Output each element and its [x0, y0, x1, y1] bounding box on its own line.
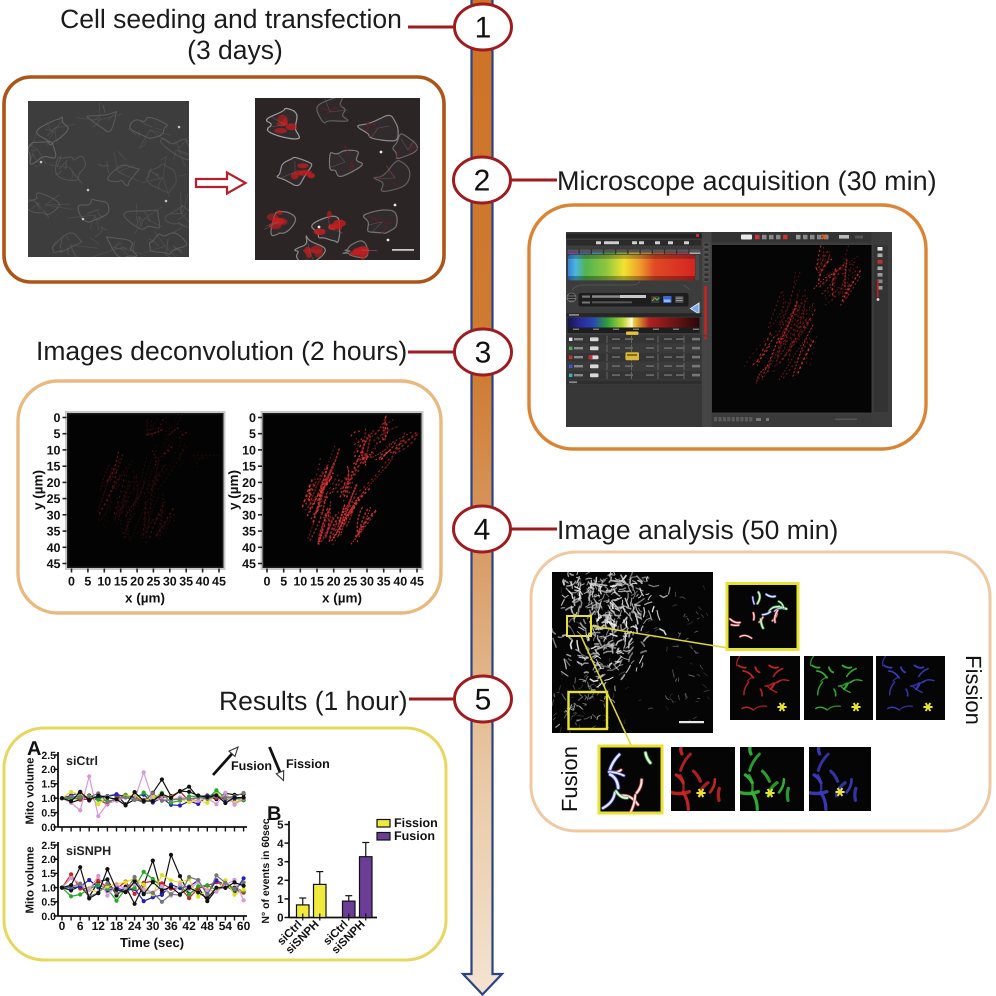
svg-text:N° of events in 60sec: N° of events in 60sec	[260, 818, 272, 923]
svg-text:1.5: 1.5	[41, 868, 56, 880]
svg-text:1: 1	[475, 12, 492, 45]
svg-text:30: 30	[146, 919, 160, 933]
svg-text:siCtrl: siCtrl	[66, 754, 98, 768]
svg-text:Time (sec): Time (sec)	[120, 935, 184, 950]
svg-text:2: 2	[277, 876, 283, 888]
svg-text:10: 10	[47, 443, 61, 457]
svg-text:35: 35	[242, 525, 256, 539]
svg-text:30: 30	[163, 575, 177, 589]
svg-text:Images deconvolution (2 hours): Images deconvolution (2 hours)	[36, 336, 407, 366]
svg-text:2.0: 2.0	[41, 764, 56, 776]
svg-text:y (µm): y (µm)	[31, 470, 46, 510]
svg-text:25: 25	[242, 492, 256, 506]
svg-text:0.5: 0.5	[41, 807, 56, 819]
svg-text:Cell seeding and transfection: Cell seeding and transfection	[60, 4, 402, 34]
svg-text:35: 35	[377, 575, 391, 589]
svg-text:10: 10	[293, 575, 307, 589]
svg-text:45: 45	[47, 557, 61, 571]
svg-text:5: 5	[280, 575, 287, 589]
svg-text:18: 18	[110, 919, 124, 933]
svg-text:Microscope acquisition (30 min: Microscope acquisition (30 min)	[557, 166, 937, 196]
svg-text:0: 0	[277, 913, 283, 925]
svg-text:0: 0	[249, 411, 256, 425]
svg-text:24: 24	[128, 919, 142, 933]
svg-text:30: 30	[242, 508, 256, 522]
svg-text:48: 48	[201, 919, 215, 933]
svg-text:x (µm): x (µm)	[322, 591, 362, 606]
svg-text:45: 45	[410, 575, 424, 589]
svg-text:42: 42	[182, 919, 196, 933]
svg-text:5: 5	[84, 575, 91, 589]
svg-text:12: 12	[92, 919, 106, 933]
svg-text:Mito volume: Mito volume	[25, 846, 37, 913]
svg-text:35: 35	[179, 575, 193, 589]
svg-text:15: 15	[114, 575, 128, 589]
svg-text:6: 6	[77, 919, 84, 933]
svg-text:4: 4	[474, 514, 491, 547]
svg-text:2: 2	[474, 165, 491, 198]
svg-text:5: 5	[54, 427, 61, 441]
svg-text:25: 25	[47, 492, 61, 506]
svg-text:Mito volume: Mito volume	[25, 757, 37, 824]
svg-text:2.5: 2.5	[41, 840, 56, 852]
svg-text:2.0: 2.0	[41, 854, 56, 866]
svg-text:45: 45	[212, 575, 226, 589]
svg-text:40: 40	[242, 541, 256, 555]
svg-text:20: 20	[47, 476, 61, 490]
svg-text:15: 15	[310, 575, 324, 589]
svg-text:10: 10	[242, 443, 256, 457]
svg-text:siSNPH: siSNPH	[66, 844, 111, 858]
svg-text:4: 4	[277, 838, 284, 850]
svg-text:25: 25	[146, 575, 160, 589]
svg-text:0: 0	[59, 919, 66, 933]
svg-text:B: B	[267, 803, 281, 825]
svg-text:x (µm): x (µm)	[125, 591, 165, 606]
svg-text:0: 0	[68, 575, 75, 589]
svg-text:Fission: Fission	[394, 816, 438, 830]
svg-text:0.5: 0.5	[41, 897, 56, 909]
svg-text:25: 25	[343, 575, 357, 589]
svg-text:20: 20	[327, 575, 341, 589]
svg-text:A: A	[27, 738, 41, 760]
svg-text:54: 54	[219, 919, 233, 933]
svg-text:Fusion: Fusion	[231, 759, 272, 773]
svg-text:5: 5	[475, 684, 492, 717]
svg-text:Fusion: Fusion	[557, 746, 582, 812]
svg-text:60: 60	[237, 919, 251, 933]
svg-text:1.0: 1.0	[41, 882, 56, 894]
svg-text:1.0: 1.0	[41, 793, 56, 805]
svg-text:Fission: Fission	[286, 757, 330, 771]
svg-text:y (µm): y (µm)	[226, 470, 241, 510]
svg-text:40: 40	[196, 575, 210, 589]
svg-text:1: 1	[277, 894, 284, 906]
svg-text:0: 0	[264, 575, 271, 589]
svg-text:3: 3	[475, 337, 492, 370]
svg-text:Fission: Fission	[961, 655, 986, 725]
svg-text:Results (1 hour): Results (1 hour)	[219, 686, 408, 716]
svg-text:20: 20	[130, 575, 144, 589]
svg-text:0.0: 0.0	[41, 911, 56, 923]
svg-text:0.0: 0.0	[41, 822, 56, 834]
svg-text:3: 3	[277, 857, 283, 869]
svg-text:30: 30	[47, 508, 61, 522]
svg-text:20: 20	[242, 476, 256, 490]
svg-text:5: 5	[249, 427, 256, 441]
svg-text:2.5: 2.5	[41, 750, 56, 762]
svg-text:5: 5	[277, 820, 284, 832]
svg-text:35: 35	[47, 525, 61, 539]
svg-text:15: 15	[242, 460, 256, 474]
svg-text:Image analysis (50 min): Image analysis (50 min)	[557, 515, 838, 545]
svg-text:30: 30	[360, 575, 374, 589]
svg-text:Fusion: Fusion	[394, 829, 435, 843]
svg-text:40: 40	[393, 575, 407, 589]
svg-text:0: 0	[54, 411, 61, 425]
svg-text:1.5: 1.5	[41, 779, 56, 791]
svg-text:10: 10	[97, 575, 111, 589]
svg-text:40: 40	[47, 541, 61, 555]
svg-text:45: 45	[242, 557, 256, 571]
svg-text:36: 36	[164, 919, 178, 933]
svg-text:(3 days): (3 days)	[187, 35, 283, 65]
svg-text:15: 15	[47, 460, 61, 474]
